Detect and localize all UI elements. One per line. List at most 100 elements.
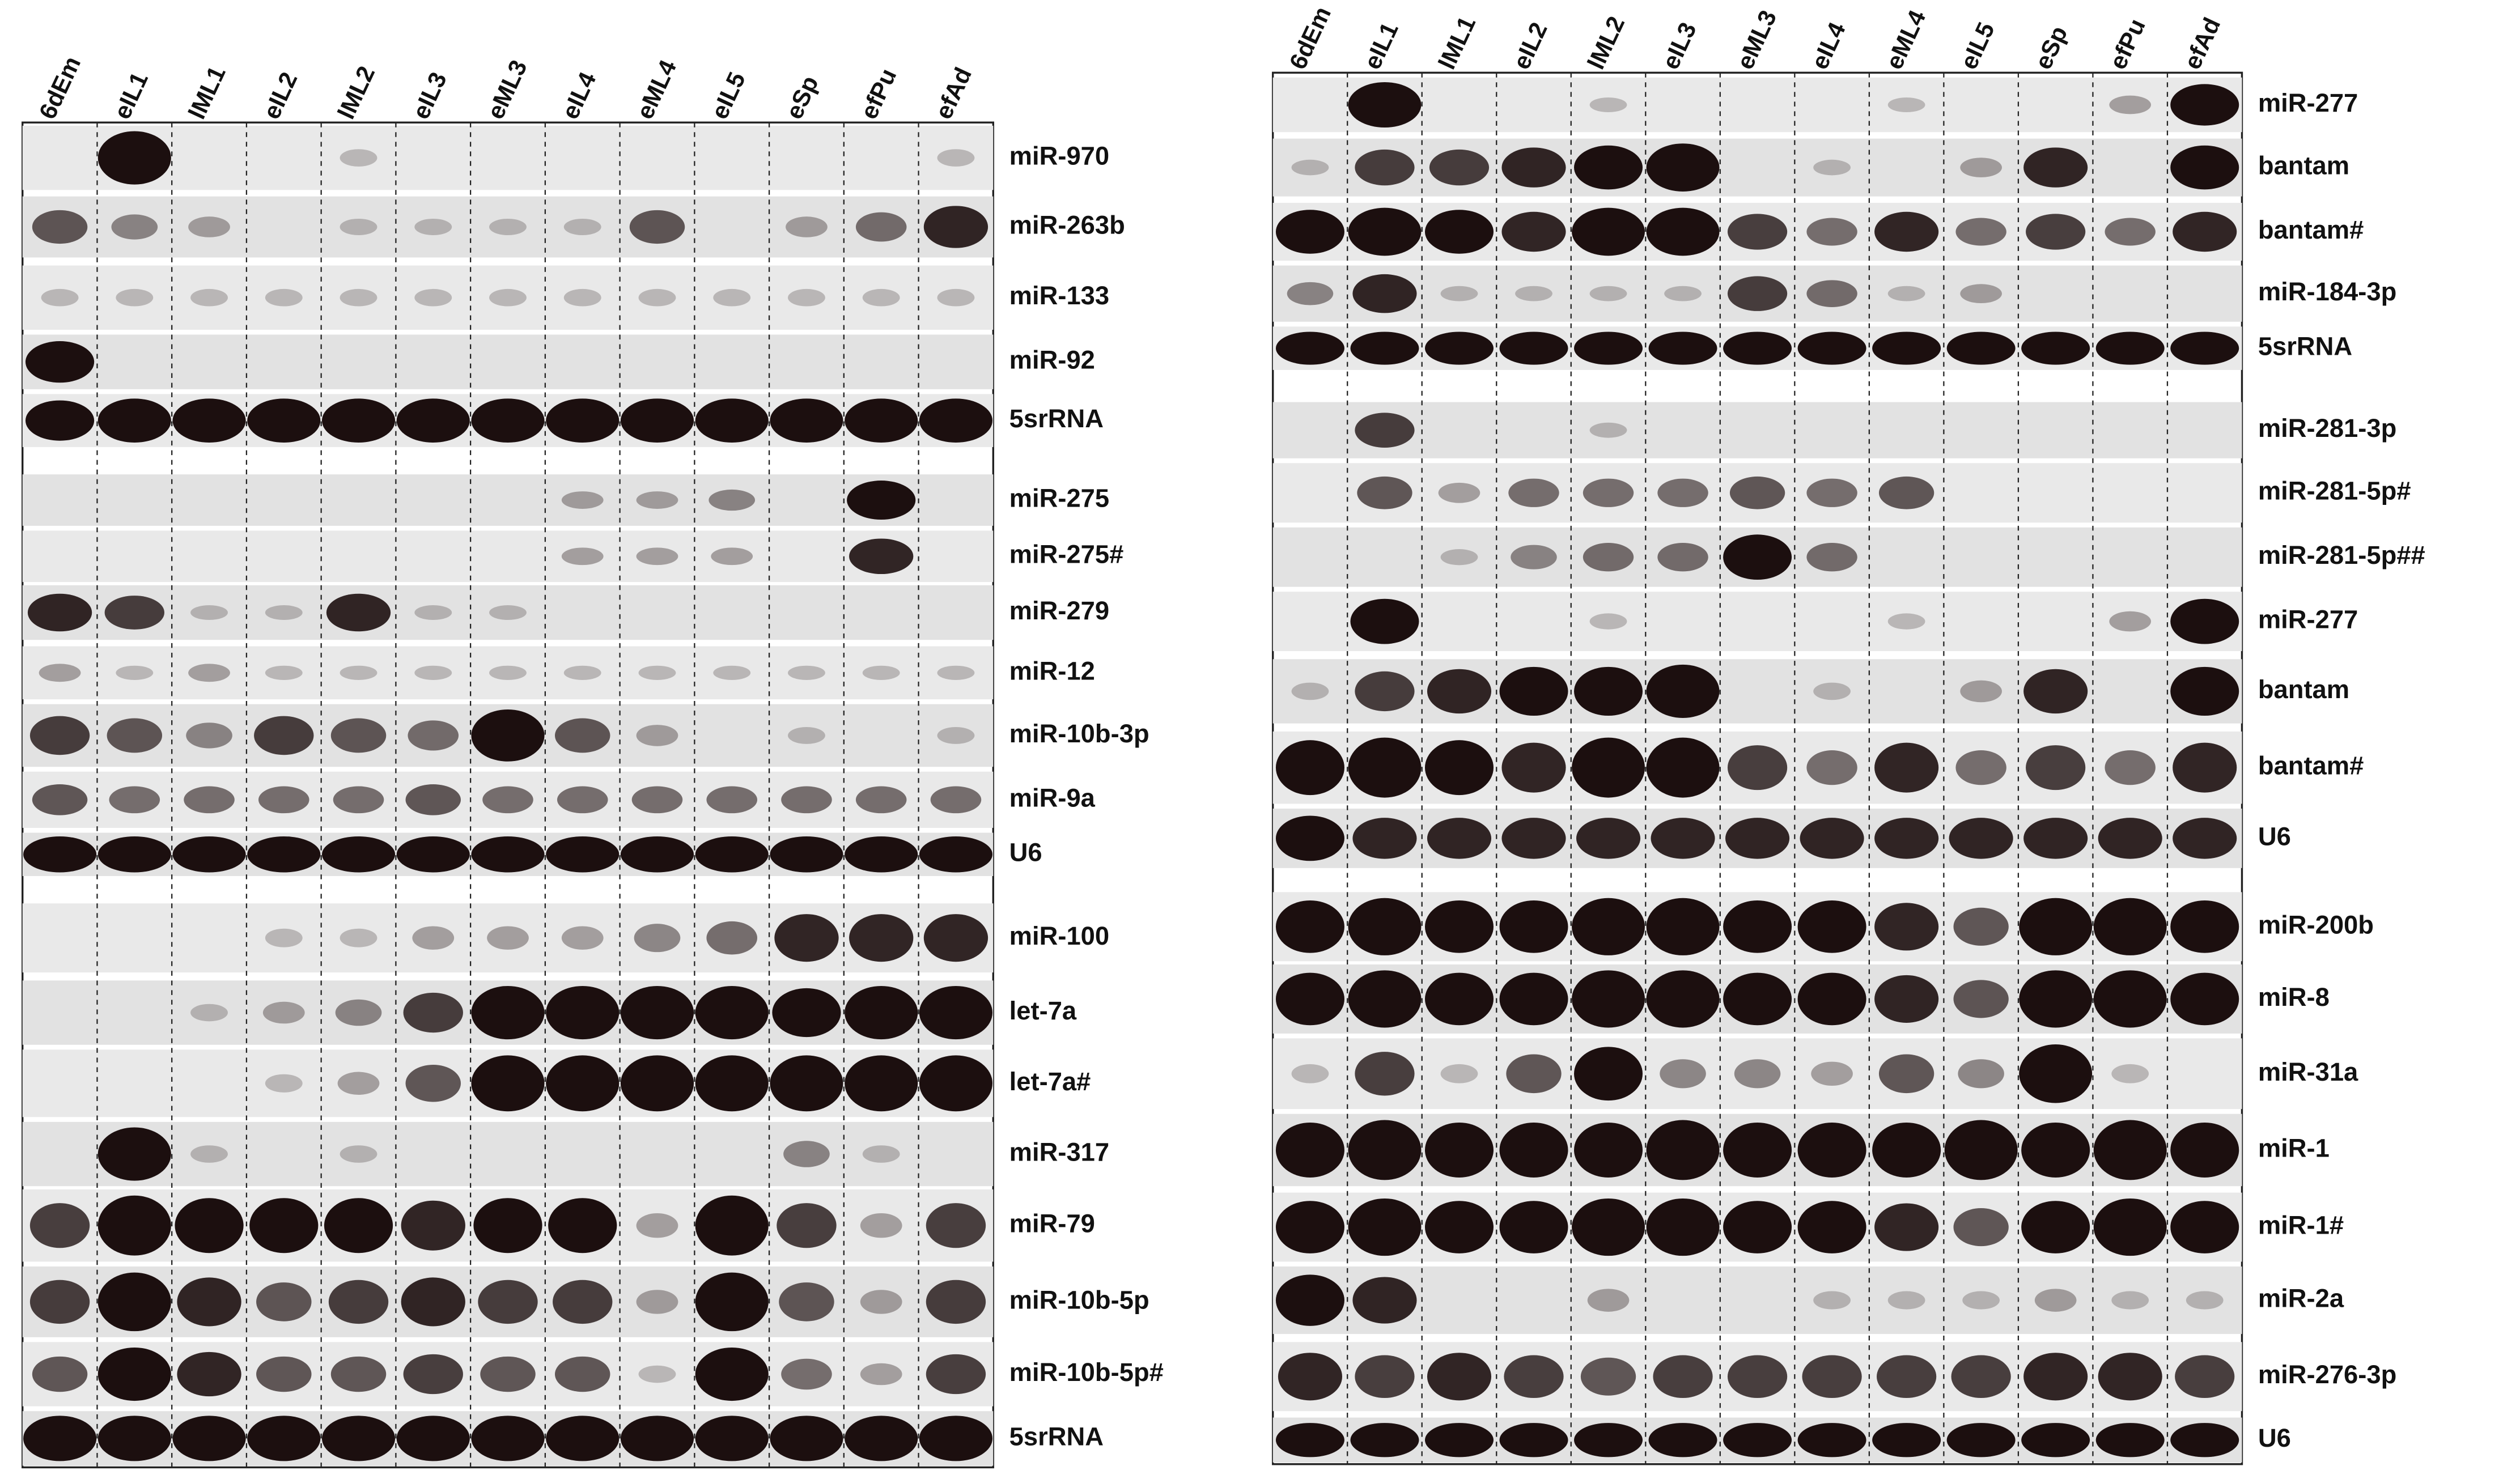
blot-band <box>695 1272 769 1332</box>
blot-band <box>788 665 825 680</box>
blot-band <box>97 1195 171 1256</box>
blot-band <box>563 288 601 307</box>
blot-band <box>23 836 97 873</box>
row-label: miR-281-5p## <box>2258 541 2425 570</box>
blot-band <box>254 716 314 755</box>
blot-band <box>405 784 461 815</box>
blot-band <box>636 547 678 566</box>
blot-band <box>1727 1355 1788 1399</box>
blot-band <box>175 1198 244 1253</box>
blot-band <box>97 1272 171 1332</box>
blot-band <box>2170 84 2239 126</box>
blot-band <box>1275 1201 1344 1253</box>
blot-band <box>471 1055 545 1112</box>
blot-band <box>340 218 377 236</box>
blot-band <box>328 1280 389 1324</box>
blot-band <box>1572 898 1645 955</box>
blot-band <box>781 1358 832 1390</box>
blot-band <box>561 926 604 950</box>
row-label: miR-184-3p <box>2258 277 2397 306</box>
blot-band <box>32 210 88 244</box>
blot-band <box>926 1354 986 1395</box>
blot-band <box>711 547 753 566</box>
blot-band <box>340 1145 377 1163</box>
blot-band <box>1887 97 1925 113</box>
blot-band <box>919 1416 992 1461</box>
blot-band <box>860 1290 902 1314</box>
blot-band <box>2170 666 2239 716</box>
blot-band <box>2170 598 2239 644</box>
blot-band <box>631 786 683 814</box>
blot-band <box>930 786 982 814</box>
blot-band <box>1874 903 1939 951</box>
blot-band <box>186 722 232 749</box>
blot-band <box>1797 1423 1866 1457</box>
blot-band <box>1424 1423 1494 1457</box>
blot-band <box>1725 818 1790 859</box>
row-label: miR-12 <box>1009 656 1095 685</box>
blot-band <box>480 1356 536 1392</box>
blot-band <box>1953 907 2009 946</box>
blot-strip <box>22 585 994 640</box>
blot-band <box>695 836 769 873</box>
blot-band <box>1723 1423 1792 1457</box>
row-label: U6 <box>2258 822 2291 851</box>
blot-band <box>695 1195 769 1256</box>
blot-band <box>788 288 825 307</box>
blot-band <box>781 786 832 814</box>
blot-band <box>321 1416 396 1461</box>
blot-band <box>335 999 382 1026</box>
blot-band <box>2173 742 2237 793</box>
blot-band <box>620 1416 694 1461</box>
blot-band <box>855 786 907 814</box>
blot-band <box>1958 1059 2004 1089</box>
blot-band <box>923 206 989 248</box>
row-label: miR-263b <box>1009 210 1125 239</box>
blot-band <box>1653 1355 1713 1399</box>
blot-band <box>1872 1122 1941 1178</box>
blot-strip <box>22 1121 994 1187</box>
blot-band <box>783 1141 830 1167</box>
blot-band <box>1951 1355 2011 1399</box>
blot-band <box>190 1004 228 1022</box>
blot-band <box>337 1072 380 1095</box>
blot-band <box>2023 1353 2088 1401</box>
blot-band <box>634 924 681 953</box>
blot-strip <box>1272 659 2242 724</box>
blot-band <box>1887 1291 1925 1310</box>
blot-band <box>1806 478 1857 507</box>
blot-band <box>779 1282 834 1321</box>
blot-band <box>1646 143 1720 192</box>
row-label: miR-79 <box>1009 1209 1095 1238</box>
blot-band <box>770 1055 843 1112</box>
blot-band <box>1357 476 1412 509</box>
row-label: miR-277 <box>2258 605 2358 634</box>
blot-band <box>926 1280 986 1324</box>
blot-band <box>1352 274 1417 313</box>
blot-band <box>489 288 527 307</box>
blot-band <box>1350 598 1419 644</box>
blot-strip <box>1272 402 2242 458</box>
blot-band <box>265 605 303 620</box>
blot-band <box>772 988 841 1038</box>
blot-band <box>1878 1054 1934 1094</box>
blot-band <box>1438 482 1480 503</box>
row-label: miR-279 <box>1009 596 1109 625</box>
blot-band <box>1350 332 1419 365</box>
blot-band <box>27 593 92 632</box>
blot-band <box>1355 671 1415 712</box>
row-label: miR-10b-5p# <box>1009 1358 1164 1387</box>
blot-band <box>1813 1291 1851 1310</box>
blot-band <box>29 1280 90 1324</box>
blot-band <box>1499 1423 1568 1457</box>
blot-band <box>1572 207 1645 256</box>
blot-band <box>862 288 900 307</box>
blot-band <box>25 400 95 441</box>
blot-band <box>32 1356 88 1392</box>
blot-strip <box>22 646 994 700</box>
blot-band <box>1727 214 1788 250</box>
row-label: miR-100 <box>1009 921 1109 950</box>
blot-band <box>1275 332 1344 365</box>
blot-band <box>1727 276 1788 311</box>
